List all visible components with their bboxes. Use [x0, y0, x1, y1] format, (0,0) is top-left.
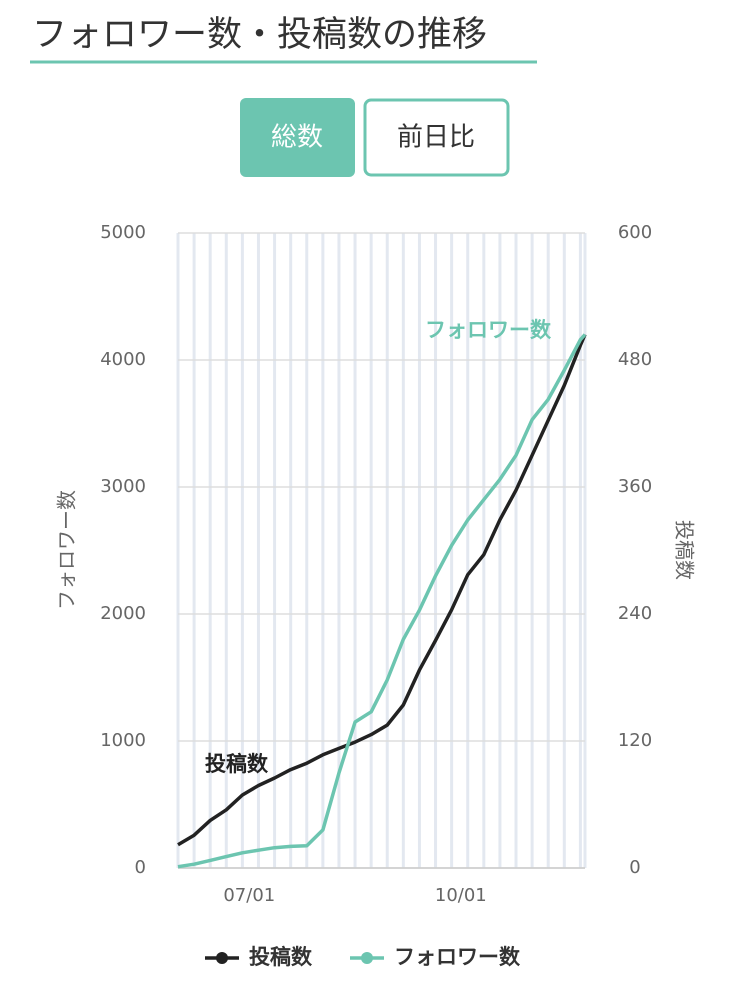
tab-total[interactable]: 総数: [240, 98, 355, 177]
y-axis-label: フォロワー数: [55, 490, 79, 610]
series-line: [177, 333, 587, 869]
legend-marker: [216, 952, 228, 964]
y2-tick-label: 0: [629, 857, 640, 878]
tab-label[interactable]: 総数: [271, 123, 323, 153]
y2-tick-label: 360: [618, 476, 652, 497]
y-tick-label: 0: [135, 857, 146, 878]
legend-label: 投稿数: [249, 945, 313, 969]
page-title: フォロワー数・投稿数の推移: [32, 15, 487, 55]
legend-label: フォロワー数: [394, 945, 521, 969]
y-tick-label: 3000: [100, 476, 146, 497]
annotation: 投稿数: [205, 752, 269, 776]
y2-tick-label: 600: [618, 222, 652, 243]
y-tick-label: 5000: [100, 222, 146, 243]
tab-label[interactable]: 前日比: [397, 123, 475, 153]
x-tick-label: 10/01: [435, 885, 487, 906]
y2-tick-label: 240: [618, 603, 652, 624]
series-line: [177, 333, 587, 847]
y-tick-label: 1000: [100, 730, 146, 751]
annotation: フォロワー数: [425, 318, 552, 342]
y2-axis-label: 投稿数: [673, 520, 697, 580]
y-tick-label: 4000: [100, 349, 146, 370]
tab-bg[interactable]: [240, 98, 355, 177]
tab-bg[interactable]: [363, 98, 510, 177]
y-tick-label: 2000: [100, 603, 146, 624]
x-tick-label: 07/01: [223, 885, 275, 906]
chart: 0 1000 2000 3000 4000 5000 0 120 240 360 480 600 07/…: [55, 222, 697, 969]
y2-tick-label: 120: [618, 730, 652, 751]
tab-daily[interactable]: 前日比: [363, 98, 510, 177]
legend-marker: [361, 952, 373, 964]
y2-tick-label: 480: [618, 349, 652, 370]
